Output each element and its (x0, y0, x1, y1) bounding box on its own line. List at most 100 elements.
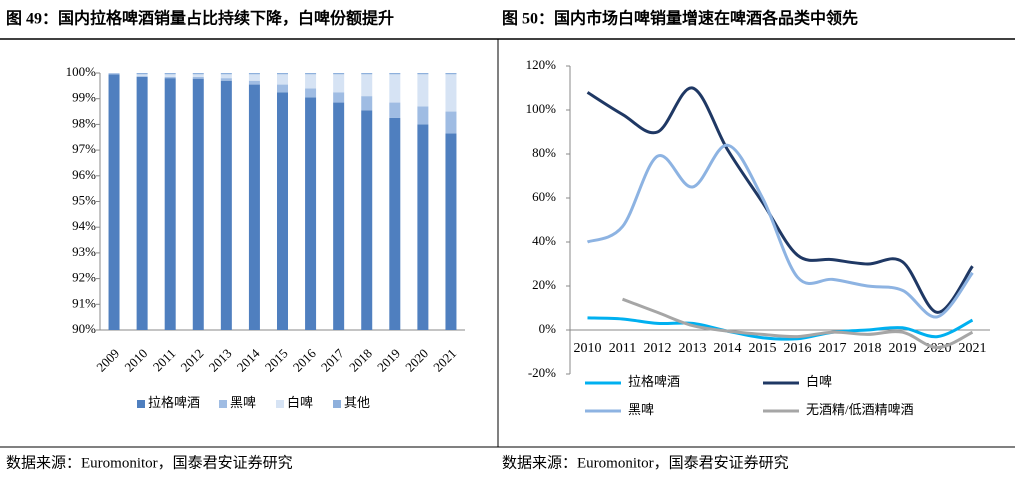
y-tick-label: 98% (72, 115, 96, 130)
bar-segment (277, 74, 288, 85)
x-tick-label: 2013 (679, 341, 707, 356)
bar-segment (164, 73, 176, 75)
bar-segment (277, 84, 288, 93)
x-tick-label: 2020 (402, 346, 431, 375)
bar-segment (305, 97, 317, 330)
legend-label: 拉格啤酒 (628, 374, 680, 389)
bar-segment (361, 96, 373, 111)
x-tick-label: 2012 (644, 341, 672, 356)
bar-segment (248, 73, 260, 75)
legend-swatch (276, 400, 284, 408)
bar-segment (220, 74, 232, 79)
source: 数据来源：Euromonitor，国泰君安证券研究 (6, 454, 293, 471)
panel-title: 图 49：国内拉格啤酒销量占比持续下降，白啤份额提升 (6, 9, 394, 28)
bar-segment (192, 76, 204, 79)
x-tick-label: 2019 (374, 346, 403, 375)
legend-label: 其他 (344, 395, 370, 410)
bar-segment (445, 73, 457, 75)
bar-segment (333, 102, 345, 331)
y-tick-label: 92% (72, 270, 96, 285)
y-tick-label: 93% (72, 244, 96, 259)
bar-segment (361, 73, 373, 75)
x-tick-label: 2013 (206, 346, 235, 375)
bar-segment (305, 73, 317, 75)
y-tick-label: 80% (532, 145, 556, 160)
x-tick-label: 2010 (121, 346, 150, 375)
x-tick-label: 2016 (290, 345, 319, 374)
bar-segment (108, 73, 120, 74)
bar-segment (164, 74, 176, 77)
bar-segment (277, 73, 288, 75)
y-tick-label: 95% (72, 192, 96, 207)
y-tick-label: 91% (72, 295, 96, 310)
x-tick-label: 2014 (234, 345, 263, 374)
y-tick-label: 97% (72, 141, 96, 156)
bar-segment (108, 74, 120, 330)
bar-segment (389, 117, 401, 330)
x-tick-label: 2016 (784, 341, 812, 356)
y-tick-label: 40% (532, 233, 556, 248)
x-tick-label: 2021 (959, 341, 987, 356)
x-tick-label: 2017 (318, 345, 347, 374)
legend-label: 无酒精/低酒精啤酒 (806, 402, 914, 417)
legend-swatch (333, 400, 341, 408)
y-tick-label: 60% (532, 189, 556, 204)
bar-segment (220, 78, 232, 81)
legend-label: 黑啤 (628, 402, 654, 417)
bar-segment (220, 80, 232, 331)
x-tick-label: 2018 (854, 341, 882, 356)
bar-segment (417, 73, 429, 75)
bar-segment (305, 74, 317, 89)
x-tick-label: 2015 (749, 341, 777, 356)
x-tick-label: 2009 (93, 346, 122, 375)
bar-segment (445, 133, 457, 330)
bar-segment (389, 74, 401, 103)
y-tick-label: 94% (72, 218, 96, 233)
bar-segment (136, 76, 148, 77)
y-tick-label: 120% (526, 57, 557, 72)
legend-swatch (137, 400, 145, 408)
bar-segment (445, 111, 457, 134)
x-tick-label: 2015 (262, 346, 291, 375)
bar-segment (192, 78, 204, 331)
y-tick-label: 20% (532, 277, 556, 292)
bar-segment (136, 74, 148, 77)
x-tick-label: 2021 (430, 346, 459, 375)
bar-segment (248, 84, 260, 330)
bar-segment (248, 80, 260, 85)
x-tick-label: 2011 (609, 341, 636, 356)
bar-segment (361, 74, 373, 97)
bar-segment (136, 73, 148, 75)
bar-segment (333, 92, 345, 103)
bar-segment (361, 110, 373, 330)
bar-segment (164, 76, 176, 79)
bar-segment (417, 74, 429, 107)
y-tick-label: 100% (526, 101, 557, 116)
y-tick-label: 99% (72, 90, 96, 105)
source: 数据来源：Euromonitor，国泰君安证券研究 (502, 454, 789, 471)
x-tick-label: 2019 (889, 341, 917, 356)
x-tick-label: 2012 (178, 346, 207, 375)
bar-segment (445, 74, 457, 112)
bar-segment (417, 106, 429, 125)
bar-segment (305, 88, 317, 98)
x-tick-label: 2010 (574, 341, 602, 356)
legend-label: 拉格啤酒 (148, 395, 200, 410)
y-tick-label: -20% (528, 365, 556, 380)
bar-segment (220, 73, 232, 75)
legend-label: 白啤 (287, 395, 313, 410)
bar-segment (277, 92, 288, 331)
bar-segment (417, 124, 429, 331)
bar-segment (389, 73, 401, 75)
bar-segment (333, 74, 345, 93)
y-tick-label: 90% (72, 321, 96, 336)
bar-segment (192, 74, 204, 77)
y-tick-label: 100% (66, 64, 97, 79)
y-tick-label: 0% (539, 321, 557, 336)
bar-segment (192, 73, 204, 75)
header (0, 0, 1015, 40)
x-tick-label: 2014 (714, 341, 742, 356)
panel-title: 图 50：国内市场白啤销量增速在啤酒各品类中领先 (502, 9, 858, 28)
legend-label: 白啤 (806, 374, 832, 389)
